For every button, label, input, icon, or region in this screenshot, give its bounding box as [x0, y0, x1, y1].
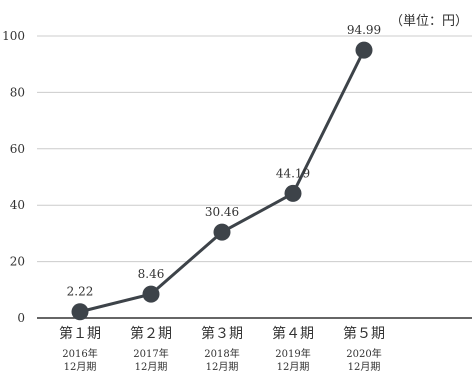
y-tick-label: 100 — [2, 29, 25, 43]
x-category-label: 第５期 — [343, 325, 385, 342]
y-tick-label: 60 — [10, 142, 25, 156]
x-period-month: 12月期 — [348, 361, 381, 372]
x-period-year: 2017年 — [133, 347, 168, 360]
x-period-year: 2018年 — [204, 347, 239, 360]
y-tick-label: 0 — [17, 311, 25, 325]
x-period-month: 12月期 — [64, 361, 97, 372]
y-tick-label: 20 — [10, 255, 25, 269]
x-period-year: 2019年 — [275, 347, 310, 360]
y-tick-label: 80 — [10, 85, 25, 99]
data-label: 30.46 — [205, 205, 239, 219]
data-point — [213, 223, 231, 241]
y-tick-label: 40 — [10, 198, 25, 212]
x-period-month: 12月期 — [277, 361, 310, 372]
data-point — [71, 303, 89, 321]
x-period-year: 2016年 — [62, 347, 97, 360]
x-period-year: 2020年 — [346, 347, 381, 360]
data-label: 8.46 — [138, 267, 165, 281]
data-point — [142, 285, 160, 303]
x-category-label: 第２期 — [130, 325, 172, 342]
data-label: 2.22 — [67, 285, 94, 299]
series-line — [79, 49, 366, 314]
x-category-label: 第１期 — [59, 325, 101, 342]
x-period-month: 12月期 — [206, 361, 239, 372]
data-label: 94.99 — [347, 23, 381, 37]
x-category-label: 第４期 — [272, 325, 314, 342]
data-point — [284, 184, 302, 202]
unit-label: （単位：円） — [389, 14, 468, 29]
data-label: 44.19 — [276, 166, 310, 180]
data-point — [355, 41, 373, 59]
x-period-month: 12月期 — [135, 361, 168, 372]
x-category-label: 第３期 — [201, 325, 243, 342]
